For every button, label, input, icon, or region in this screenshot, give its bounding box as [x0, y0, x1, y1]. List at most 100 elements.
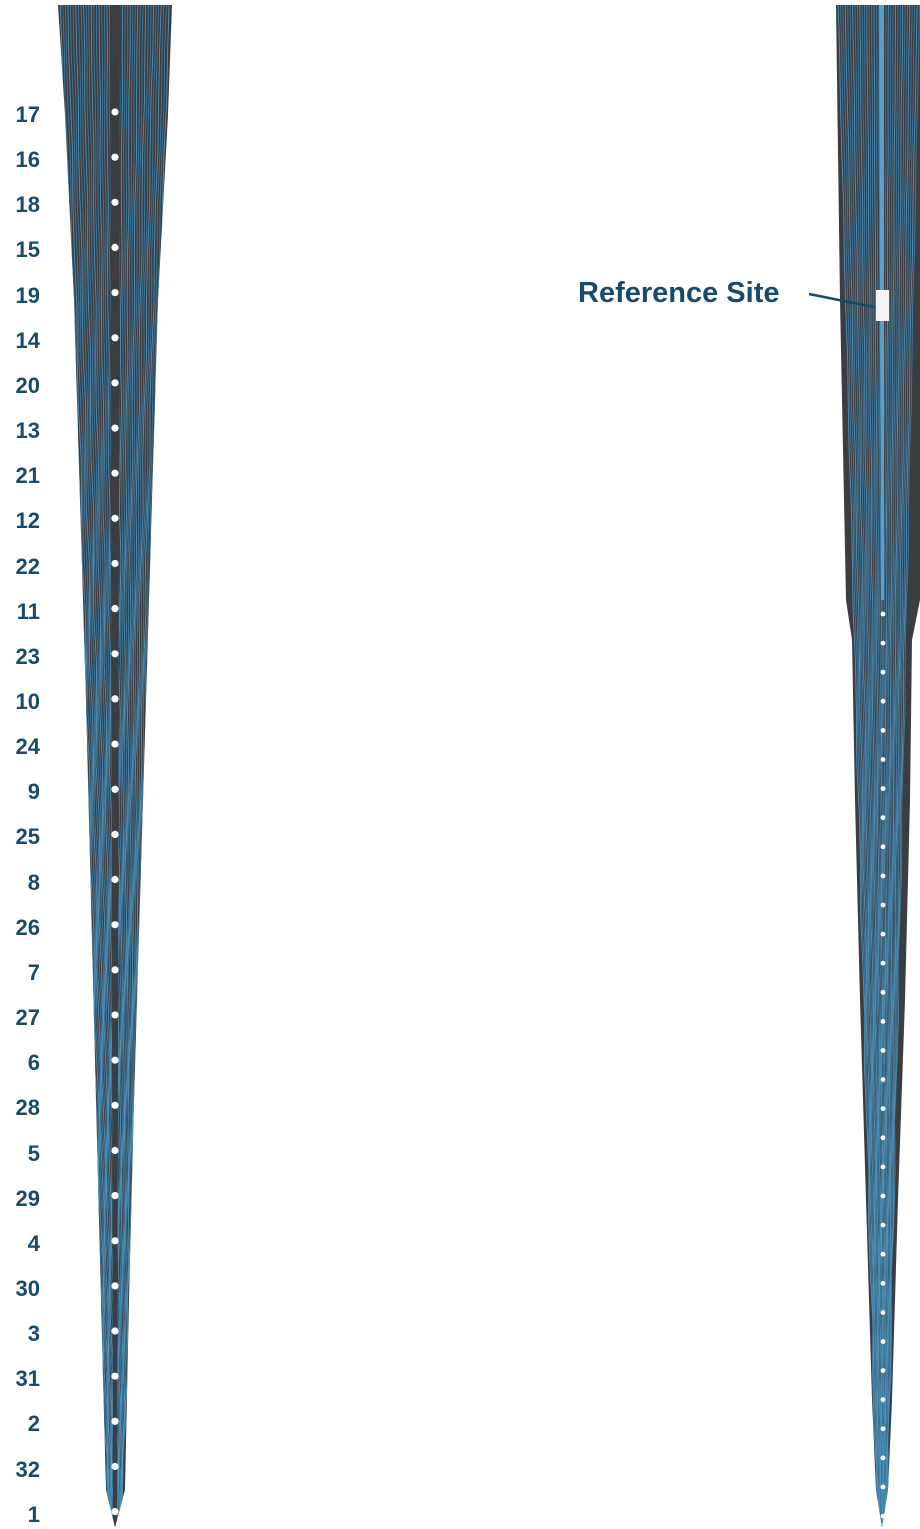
site-number-label: 1: [27, 1501, 40, 1527]
site-number-label: 32: [15, 1456, 40, 1482]
trace-line: [861, 5, 881, 1527]
recording-site: [880, 1339, 886, 1344]
site-number-label: 21: [15, 463, 40, 489]
recording-site: [111, 153, 119, 161]
trace-line: [884, 5, 901, 1527]
site-number-label: 5: [27, 1140, 40, 1166]
recording-site: [880, 931, 886, 937]
recording-site: [111, 740, 119, 748]
recording-site: [880, 1513, 886, 1519]
site-number-label: 8: [27, 869, 40, 895]
trace-line: [859, 5, 881, 1527]
trace-line: [101, 5, 116, 1527]
site-number-label: 19: [15, 282, 40, 308]
recording-site: [111, 875, 119, 884]
recording-site: [880, 1222, 886, 1228]
site-number-labels: 17 16 18 15 19 14 20 13 21 12 22 11 23 10 24 9 25 8 26 7 27 6…: [0, 0, 60, 1529]
trace-line: [878, 5, 884, 1527]
site-number-label: 27: [15, 1005, 40, 1030]
reference-site-label: Reference Site: [578, 277, 780, 309]
reference-site-leader-line: [808, 292, 875, 309]
recording-site: [880, 757, 886, 762]
recording-site: [880, 844, 886, 850]
recording-site: [880, 1164, 886, 1170]
trace-line: [842, 5, 878, 1527]
recording-site: [111, 108, 119, 116]
site-number-label: 13: [15, 418, 40, 444]
recording-site: [111, 921, 119, 929]
trace-line: [77, 5, 113, 1527]
site-number-label: 30: [15, 1275, 40, 1301]
recording-site: [880, 873, 886, 879]
recording-site: [111, 1192, 119, 1200]
recording-site: [111, 966, 119, 974]
recording-site: [880, 1455, 886, 1461]
trace-line: [117, 5, 157, 1527]
recording-site: [880, 698, 886, 704]
recording-site: [111, 1372, 119, 1380]
trace-line: [881, 5, 887, 1527]
recording-site: [111, 1462, 119, 1471]
recording-site: [111, 830, 119, 839]
recording-site: [880, 1106, 886, 1112]
trace-line: [883, 5, 909, 1527]
recording-site: [111, 695, 119, 703]
site-number-label: 22: [15, 553, 40, 579]
recording-site: [880, 1048, 886, 1053]
recording-site: [880, 989, 886, 995]
right-probe-shank: [808, 5, 920, 1527]
recording-site: [111, 1101, 119, 1109]
recording-site: [111, 243, 119, 251]
trace-line: [118, 5, 149, 1527]
recording-site: [111, 1056, 119, 1064]
trace-line: [883, 5, 906, 1527]
site-number-label: 28: [15, 1095, 40, 1121]
reference-site-pad: [876, 290, 889, 321]
recording-site: [880, 669, 886, 675]
site-number-label: 18: [15, 192, 40, 218]
trace-line: [80, 5, 113, 1527]
recording-site: [880, 1280, 886, 1286]
left-recording-sites: [111, 108, 119, 1516]
recording-site: [880, 1077, 886, 1082]
recording-site: [111, 334, 119, 342]
site-number-label: 29: [15, 1185, 40, 1211]
recording-site: [880, 902, 886, 908]
right-shank-traces: [837, 5, 920, 1527]
recording-site: [111, 650, 119, 658]
recording-site: [111, 469, 119, 477]
trace-line: [856, 5, 881, 1527]
site-number-label: 9: [27, 779, 40, 805]
recording-site: [880, 611, 886, 617]
recording-site: [111, 1237, 119, 1245]
recording-site: [111, 424, 119, 432]
recording-site: [880, 1368, 886, 1373]
trace-line: [854, 5, 881, 1527]
site-number-label: 16: [15, 147, 40, 173]
recording-site: [880, 1135, 886, 1141]
trace-line: [103, 5, 116, 1527]
trace-line: [106, 5, 117, 1527]
trace-line: [82, 5, 113, 1527]
trace-line: [115, 5, 131, 1527]
recording-site: [111, 1327, 119, 1335]
trace-line: [837, 5, 878, 1527]
right-recording-sites: [880, 611, 886, 1519]
recording-site: [880, 728, 886, 733]
trace-line: [887, 5, 920, 1527]
recording-site: [111, 1146, 119, 1155]
recording-site: [880, 640, 886, 646]
recording-site: [111, 1417, 119, 1425]
site-number-label: 17: [15, 102, 40, 127]
trace-line: [118, 5, 155, 1527]
recording-site: [880, 1484, 886, 1490]
site-number-label: 12: [15, 508, 40, 534]
recording-site: [111, 1282, 119, 1290]
trace-line: [863, 5, 881, 1527]
recording-site: [111, 605, 119, 613]
trace-line: [119, 5, 165, 1527]
recording-site: [111, 785, 119, 793]
site-number-label: 15: [15, 237, 40, 263]
recording-site: [880, 960, 886, 966]
